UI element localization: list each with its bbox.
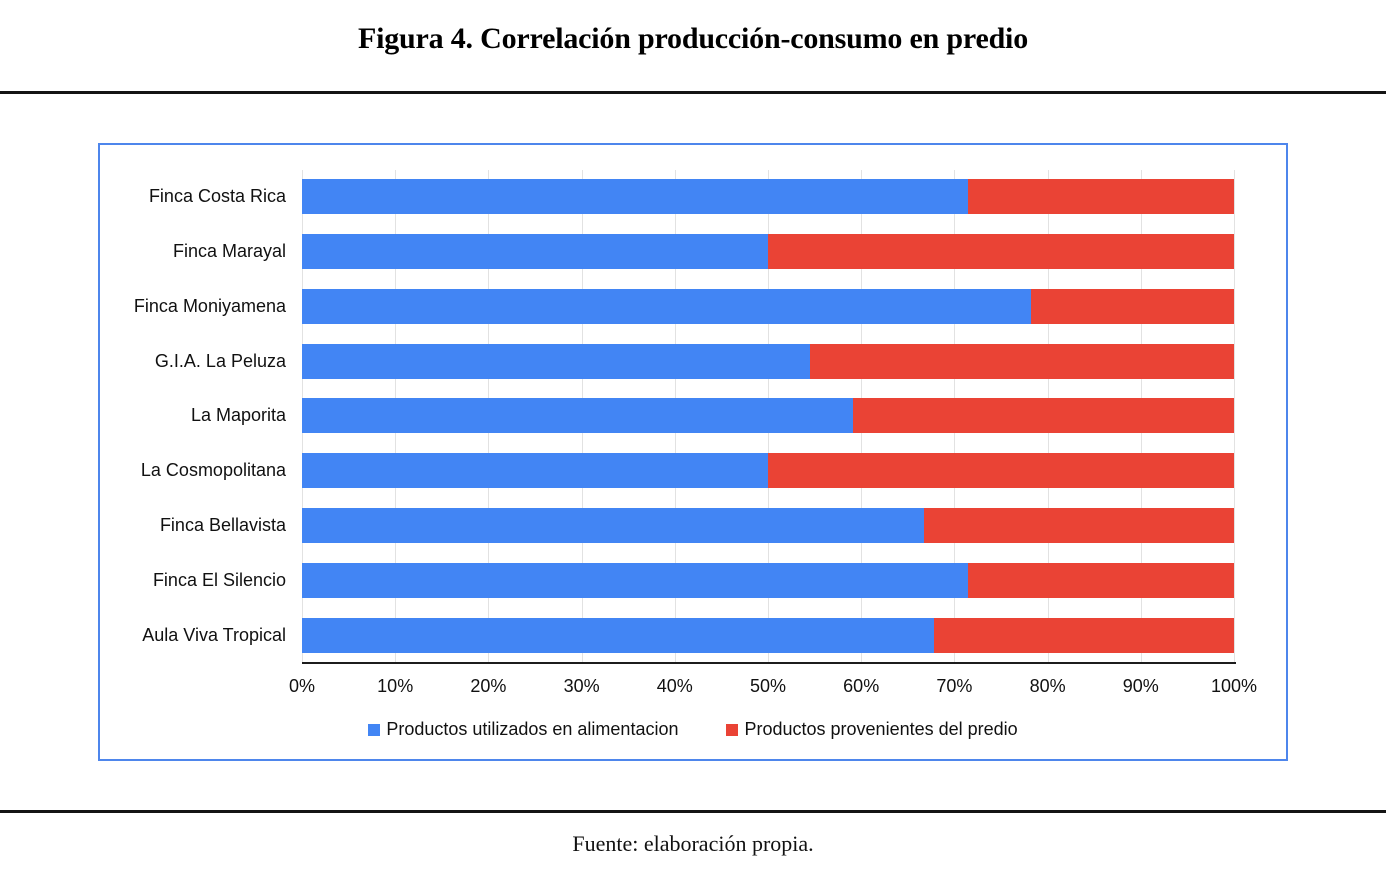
category-label: La Cosmopolitana bbox=[140, 460, 286, 481]
category-label: Finca Bellavista bbox=[159, 515, 286, 536]
stacked-bar bbox=[302, 233, 1234, 269]
x-tick-label: 100% bbox=[1210, 676, 1258, 696]
top-divider bbox=[0, 91, 1386, 94]
bottom-divider bbox=[0, 810, 1386, 813]
chart-legend: Productos utilizados en alimentacion Prod… bbox=[100, 719, 1286, 740]
x-axis-line bbox=[302, 662, 1236, 664]
bar-segment-blue bbox=[302, 288, 1031, 324]
x-tick-label: 0% bbox=[288, 676, 315, 696]
bar-segment-blue bbox=[302, 398, 853, 434]
category-label: Finca Marayal bbox=[172, 240, 286, 261]
category-label: Finca Costa Rica bbox=[148, 186, 286, 206]
x-tick-label: 40% bbox=[656, 676, 693, 696]
stacked-bar bbox=[302, 343, 1234, 379]
legend-item: Productos utilizados en alimentacion bbox=[368, 719, 678, 740]
gridline bbox=[1234, 170, 1235, 662]
x-tick-label: 20% bbox=[470, 676, 507, 696]
bar-segment-blue bbox=[302, 617, 934, 653]
bar-segment-blue bbox=[302, 233, 768, 269]
stacked-bar bbox=[302, 453, 1234, 489]
x-tick-label: 60% bbox=[843, 676, 880, 696]
bar-segment-blue bbox=[302, 453, 768, 489]
bar-segment-blue bbox=[302, 562, 969, 598]
bar-segment-blue bbox=[302, 508, 924, 544]
figure-title: Figura 4. Correlación producción-consumo… bbox=[357, 22, 1028, 55]
category-label: Aula Viva Tropical bbox=[142, 624, 286, 645]
x-tick-label: 50% bbox=[749, 676, 787, 696]
legend-label: Productos utilizados en alimentacion bbox=[386, 719, 679, 739]
bar-segment-blue bbox=[302, 179, 969, 214]
stacked-bar bbox=[302, 288, 1234, 324]
x-tick-label: 10% bbox=[377, 676, 414, 696]
source-note: Fuente: elaboración propia. bbox=[572, 831, 814, 856]
bar-segment-red bbox=[968, 562, 1234, 598]
bar-segment-red bbox=[768, 453, 1234, 489]
category-label: La Maporita bbox=[190, 405, 286, 426]
legend-item: Productos provenientes del predio bbox=[726, 719, 1018, 740]
bar-segment-blue bbox=[302, 343, 810, 379]
category-label: G.I.A. La Peluza bbox=[154, 350, 286, 371]
bar-segment-red bbox=[852, 398, 1234, 434]
x-tick-label: 30% bbox=[563, 676, 600, 696]
legend-label: Productos provenientes del predio bbox=[744, 719, 1018, 739]
stacked-bar bbox=[302, 562, 1234, 598]
bar-segment-red bbox=[923, 508, 1234, 544]
category-label: Finca El Silencio bbox=[152, 569, 286, 590]
x-tick-label: 90% bbox=[1122, 676, 1159, 696]
stacked-bar bbox=[302, 617, 1234, 653]
legend-swatch-red bbox=[726, 723, 739, 736]
bar-segment-red bbox=[968, 179, 1234, 214]
bar-segment-red bbox=[1030, 288, 1234, 324]
stacked-bar bbox=[302, 508, 1234, 544]
stacked-bar bbox=[302, 398, 1234, 434]
plot-area: Finca Costa Rica Finca Marayal Finca Moniy… bbox=[100, 145, 1286, 759]
stacked-bar bbox=[302, 179, 1234, 214]
x-tick-label: 80% bbox=[1029, 676, 1066, 696]
bar-segment-red bbox=[768, 233, 1234, 269]
bar-segment-red bbox=[933, 617, 1234, 653]
x-tick-label: 70% bbox=[936, 676, 973, 696]
category-label: Finca Moniyamena bbox=[133, 295, 286, 316]
legend-swatch-blue bbox=[368, 723, 381, 736]
chart-frame: Finca Costa Rica Finca Marayal Finca Moniy… bbox=[98, 143, 1288, 761]
bar-segment-red bbox=[809, 343, 1234, 379]
